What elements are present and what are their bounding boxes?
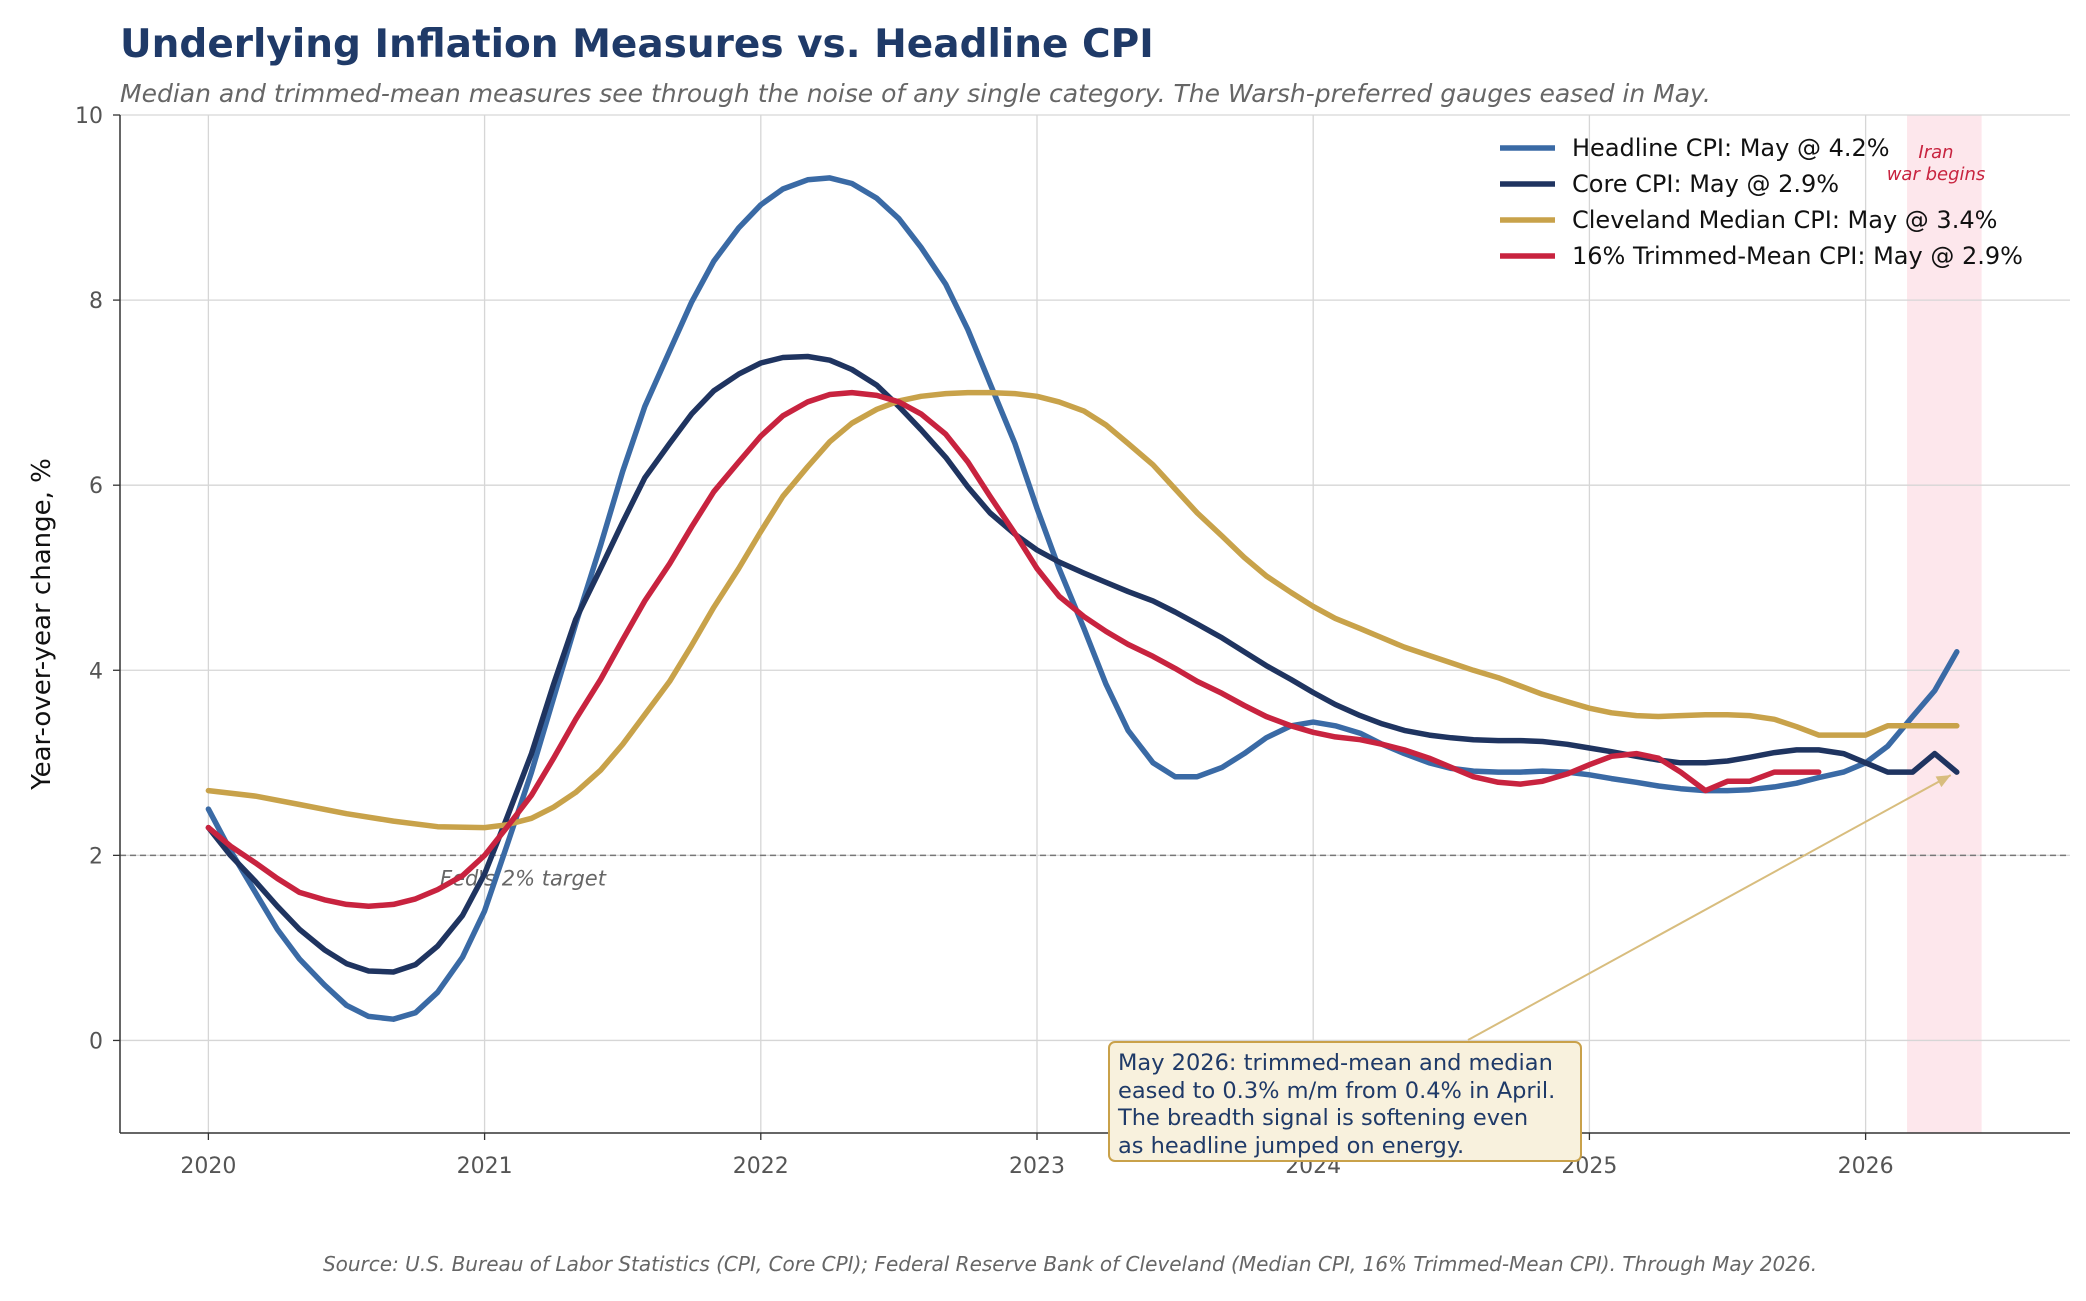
y-tick-label: 10 [75,104,103,129]
x-tick-label: 2022 [733,1154,789,1179]
annotation-note-line: The breadth signal is softening even [1118,1105,1529,1131]
trimmed-legend-label: 16% Trimmed-Mean CPI: May @ 2.9% [1572,242,2023,270]
median-series-line [205,389,1960,831]
event-label-line: war begins [1887,164,1986,185]
source-note: Source: U.S. Bureau of Labor Statistics … [322,1252,1818,1276]
core-legend-label: Core CPI: May @ 2.9% [1572,170,1839,198]
y-tick-label: 0 [89,1029,103,1054]
event-label-line: Iran [1918,142,1953,163]
annotation-arrowhead [1935,775,1951,788]
annotation-note-line: May 2026: trimmed-mean and median [1118,1050,1553,1076]
y-axis-label: Year-over-year change, % [27,458,57,791]
headline-series-line [205,175,1960,1022]
x-tick-label: 2026 [1838,1154,1894,1179]
y-tick-label: 6 [89,474,103,499]
y-tick-label: 8 [89,289,103,314]
x-tick-label: 2020 [180,1154,236,1179]
chart-subtitle: Median and trimmed-mean measures see thr… [120,79,1711,108]
median-legend-label: Cleveland Median CPI: May @ 3.4% [1572,206,1997,234]
x-tick-label: 2023 [1009,1154,1065,1179]
y-tick-label: 4 [89,659,103,684]
trimmed-series-line [205,389,1822,910]
headline-legend-label: Headline CPI: May @ 4.2% [1572,134,1890,162]
chart-title: Underlying Inflation Measures vs. Headli… [120,22,1154,67]
annotation-note-line: as headline jumped on energy. [1118,1132,1465,1159]
annotation-arrow [1467,774,1952,1041]
x-tick-label: 2021 [457,1154,513,1179]
annotation-note-line: eased to 0.3% m/m from 0.4% in April. [1118,1077,1556,1104]
event-shaded-region [1907,115,1982,1133]
y-tick-label: 2 [89,844,103,869]
annotation-note-box: May 2026: trimmed-mean and median eased … [1108,1041,1582,1162]
